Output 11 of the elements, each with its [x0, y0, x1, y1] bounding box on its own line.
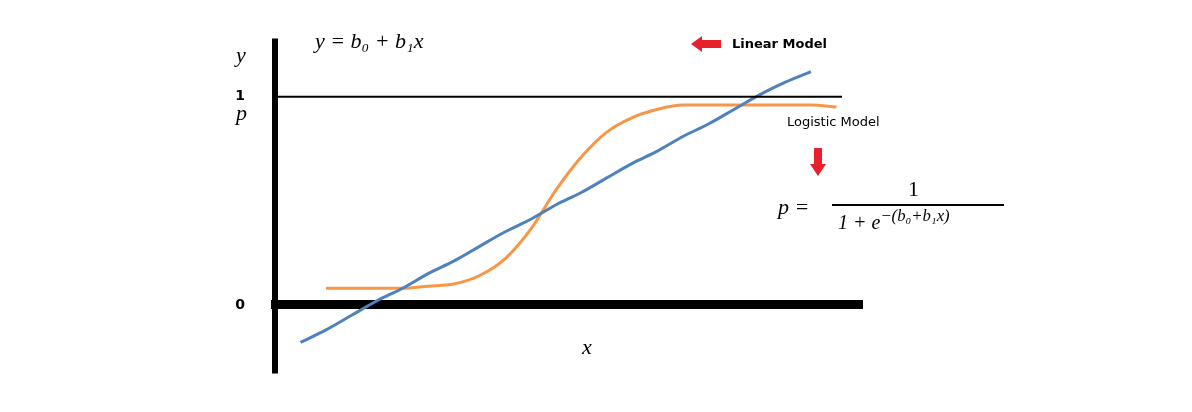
y-tick-label: 0 — [235, 295, 246, 312]
annotation: 1 + e$^{−(b₀+b₁x)}$ — [838, 206, 950, 234]
line-series — [324, 103, 838, 290]
text: 1 — [908, 176, 919, 202]
annotation: p = — [778, 194, 810, 220]
y-axis-title: y — [236, 42, 246, 68]
text: p — [236, 100, 247, 126]
x-axis-title: x — [582, 334, 592, 360]
annotation: y = b₀ + b₁x — [315, 28, 424, 54]
annotation: Logistic Model — [787, 114, 880, 129]
annotation: Linear Model — [732, 36, 827, 51]
